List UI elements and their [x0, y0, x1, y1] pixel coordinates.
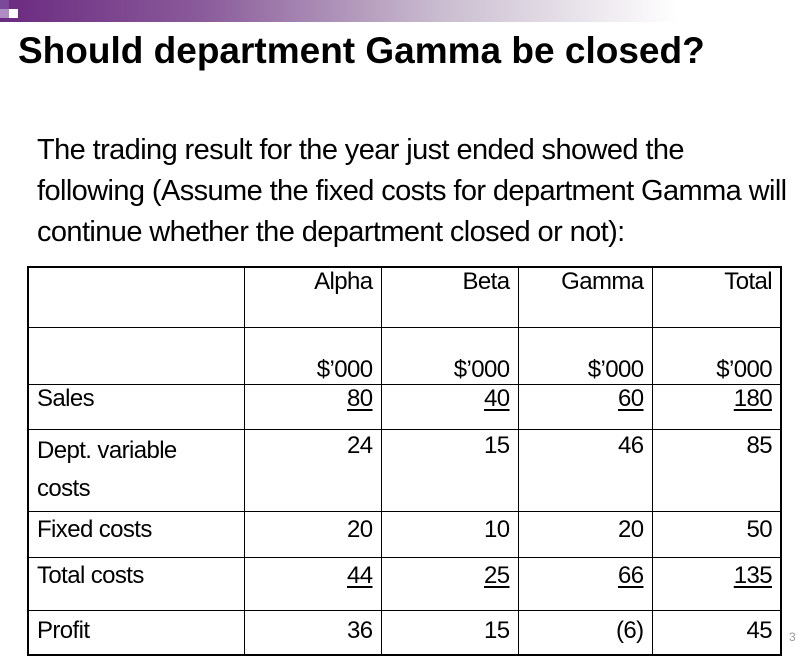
value-cell: 66 — [618, 561, 644, 589]
units-cell: $’000 — [651, 326, 782, 385]
units-cell: $’000 — [243, 326, 382, 385]
value-cell: 15 — [380, 609, 519, 656]
title-bar-decoration — [0, 0, 798, 22]
corner-square-decoration — [9, 9, 18, 18]
value-cell: 180 — [733, 384, 773, 412]
value-cell: 135 — [733, 561, 773, 589]
value-cell: 25 — [484, 561, 510, 589]
units-cell: $’000 — [380, 326, 519, 385]
value-cell: 85 — [651, 428, 782, 512]
header-cell — [27, 266, 245, 328]
trading-results-table: Alpha Beta Gamma Total $’000 $’000 $’000… — [27, 266, 782, 656]
table-row-variable-costs: Dept. variable costs 24 15 46 85 — [27, 428, 782, 512]
value-cell: 36 — [243, 609, 382, 656]
table-row-sales: Sales 80 40 60 180 — [27, 383, 782, 430]
units-cell: $’000 — [517, 326, 653, 385]
value-cell: 20 — [517, 510, 653, 558]
value-cell: 80 — [347, 384, 373, 412]
table-units-row: $’000 $’000 $’000 $’000 — [27, 326, 782, 385]
value-cell: 24 — [243, 428, 382, 512]
table-row-total-costs: Total costs 44 25 66 135 — [27, 556, 782, 611]
intro-text: The trading result for the year just end… — [37, 134, 787, 248]
table-header-row: Alpha Beta Gamma Total — [27, 266, 782, 328]
table-row-profit: Profit 36 15 (6) 45 — [27, 609, 782, 656]
units-cell — [27, 326, 245, 385]
value-cell: 44 — [347, 561, 373, 589]
corner-square-decoration — [0, 9, 9, 18]
header-cell-beta: Beta — [380, 266, 519, 328]
page-number: 3 — [789, 630, 796, 644]
table-row-fixed-costs: Fixed costs 20 10 20 50 — [27, 510, 782, 558]
corner-square-decoration — [0, 0, 9, 9]
value-cell: 46 — [517, 428, 653, 512]
row-label: Fixed costs — [27, 510, 245, 558]
header-cell-alpha: Alpha — [243, 266, 382, 328]
row-label: Total costs — [27, 556, 245, 611]
value-cell: 10 — [380, 510, 519, 558]
row-label: Profit — [27, 609, 245, 656]
value-cell: 60 — [618, 384, 644, 412]
row-label: Sales — [27, 383, 245, 430]
value-cell: 50 — [651, 510, 782, 558]
slide-title: Should department Gamma be closed? — [18, 30, 705, 71]
value-cell: 15 — [380, 428, 519, 512]
value-cell: (6) — [517, 609, 653, 656]
row-label: Dept. variable costs — [27, 428, 245, 512]
header-cell-gamma: Gamma — [517, 266, 653, 328]
header-cell-total: Total — [651, 266, 782, 328]
value-cell: 45 — [651, 609, 782, 656]
value-cell: 40 — [484, 384, 510, 412]
value-cell: 20 — [243, 510, 382, 558]
